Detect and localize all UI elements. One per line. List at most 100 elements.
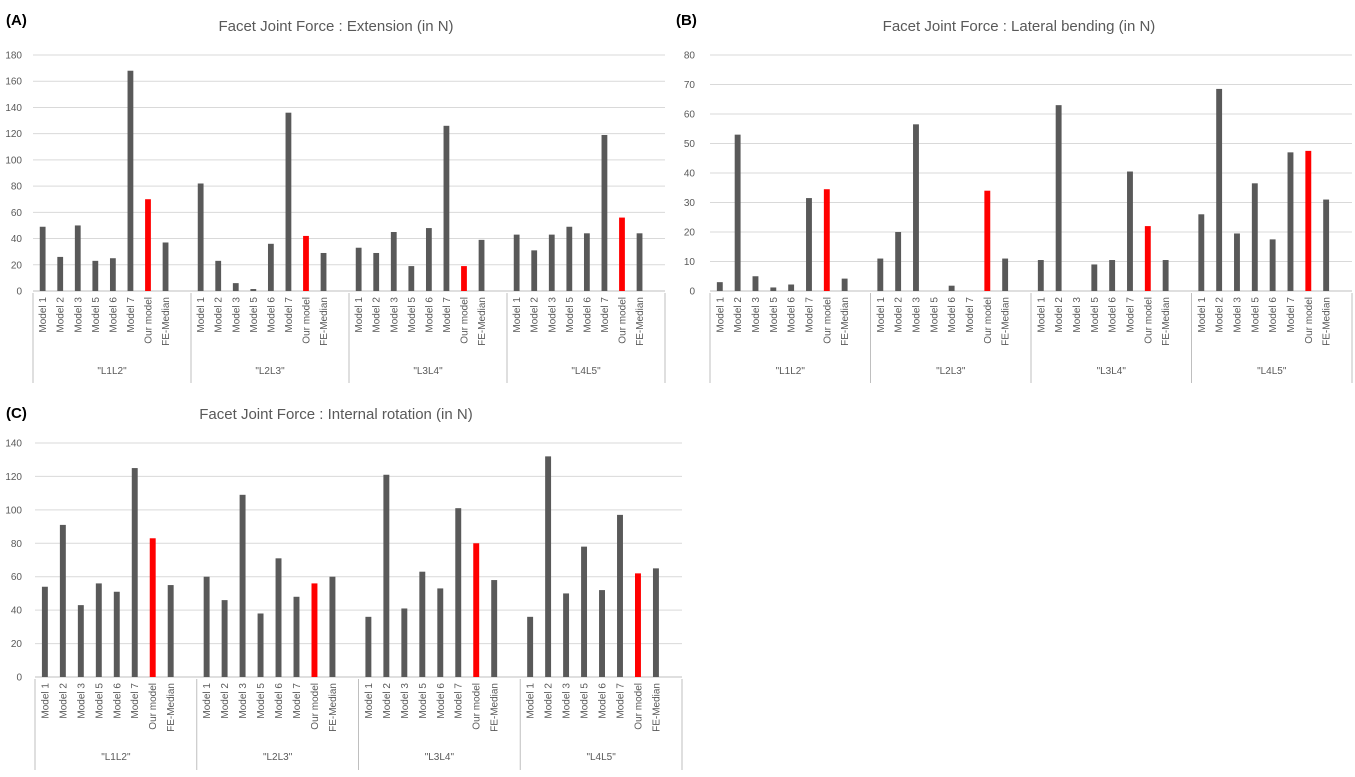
bar-a-l4l5-fe-median xyxy=(636,233,643,291)
panel-b: (B) Facet Joint Force : Lateral bending … xyxy=(676,12,1353,383)
group-label-a-l1l2: "L1L2" xyxy=(97,366,127,377)
bar-a-l3l4-fe-median xyxy=(478,239,485,291)
panel-c: (C) Facet Joint Force : Internal rotatio… xyxy=(5,405,683,770)
category-label-a-l3l4-model-5: Model 5 xyxy=(407,297,418,333)
category-label-c-l3l4-model-1: Model 1 xyxy=(364,683,375,719)
gridlines-a xyxy=(33,54,665,266)
group-label-c-l3l4: "L3L4" xyxy=(425,752,455,763)
bar-c-l4l5-model-5 xyxy=(581,546,588,677)
bar-c-l1l2-fe-median xyxy=(167,585,174,677)
y-tick-label-b-80: 80 xyxy=(684,51,696,62)
bar-c-l4l5-model-3 xyxy=(563,593,570,677)
category-label-a-l2l3-model-7: Model 7 xyxy=(284,297,295,333)
bar-c-l3l4-fe-median xyxy=(491,580,498,677)
group-label-b-l4l5: "L4L5" xyxy=(1257,366,1287,377)
category-label-c-l4l5-our-model: Our model xyxy=(633,683,644,730)
category-label-b-l2l3-model-6: Model 6 xyxy=(947,297,958,333)
panel-letter-c: (C) xyxy=(6,405,27,422)
bar-b-l2l3-fe-median xyxy=(1002,258,1009,291)
group-label-a-l3l4: "L3L4" xyxy=(413,366,443,377)
gridlines-b xyxy=(710,54,1352,262)
category-label-b-l2l3-model-1: Model 1 xyxy=(876,297,887,333)
bar-c-l3l4-model-2 xyxy=(383,474,390,677)
bar-c-l4l5-model-6 xyxy=(599,590,605,677)
bars-b xyxy=(710,88,1352,292)
bar-b-l3l4-model-6 xyxy=(1109,260,1116,291)
category-label-b-l2l3-fe-median: FE-Median xyxy=(1001,297,1012,346)
category-label-b-l4l5-model-2: Model 2 xyxy=(1215,297,1226,333)
bar-b-l3l4-model-1 xyxy=(1037,260,1044,291)
bar-b-l4l5-our-model xyxy=(1305,150,1312,291)
y-tick-label-a-100: 100 xyxy=(5,155,22,166)
bar-a-l2l3-model-3 xyxy=(232,283,239,291)
category-label-c-l3l4-our-model: Our model xyxy=(472,683,483,730)
bar-b-l1l2-model-6 xyxy=(788,284,795,291)
group-label-b-l2l3: "L2L3" xyxy=(936,366,966,377)
gridlines-c xyxy=(35,442,682,645)
category-label-c-l1l2-model-7: Model 7 xyxy=(130,683,141,719)
category-label-a-l3l4-model-1: Model 1 xyxy=(354,297,365,333)
bar-c-l3l4-model-7 xyxy=(455,508,462,677)
bar-c-l2l3-model-2 xyxy=(221,600,228,677)
category-label-b-l4l5-fe-median: FE-Median xyxy=(1322,297,1333,346)
category-label-c-l3l4-model-7: Model 7 xyxy=(454,683,465,719)
bar-c-l3l4-model-1 xyxy=(365,616,372,677)
category-label-c-l3l4-model-6: Model 6 xyxy=(436,683,447,719)
bar-c-l1l2-model-3 xyxy=(77,605,84,677)
bar-a-l4l5-model-1 xyxy=(513,234,520,291)
category-label-b-l3l4-model-6: Model 6 xyxy=(1108,297,1119,333)
y-tick-label-a-60: 60 xyxy=(11,208,23,219)
bar-b-l1l2-fe-median xyxy=(841,278,848,291)
category-label-c-l2l3-model-2: Model 2 xyxy=(220,683,231,719)
category-label-b-l3l4-our-model: Our model xyxy=(1143,297,1154,344)
y-tick-label-b-10: 10 xyxy=(684,257,696,268)
chart-title-c: Facet Joint Force : Internal rotation (i… xyxy=(199,406,472,423)
category-label-b-l4l5-model-1: Model 1 xyxy=(1197,297,1208,333)
bar-b-l2l3-model-1 xyxy=(877,258,884,291)
category-label-a-l3l4-model-3: Model 3 xyxy=(389,297,400,333)
y-tick-label-c-40: 40 xyxy=(11,606,23,617)
bar-b-l2l3-model-6 xyxy=(948,285,955,291)
y-tick-label-a-0: 0 xyxy=(16,287,22,298)
category-label-a-l2l3-model-6: Model 6 xyxy=(266,297,277,333)
category-label-a-l2l3-fe-median: FE-Median xyxy=(319,297,330,346)
bar-a-l3l4-our-model xyxy=(461,266,467,291)
bar-b-l1l2-model-1 xyxy=(716,282,723,291)
category-label-c-l4l5-fe-median: FE-Median xyxy=(651,683,662,732)
panel-letter-b: (B) xyxy=(676,12,697,29)
bar-c-l2l3-model-3 xyxy=(239,494,246,677)
category-label-a-l2l3-model-2: Model 2 xyxy=(214,297,225,333)
category-label-a-l4l5-our-model: Our model xyxy=(617,297,628,344)
category-label-b-l4l5-model-5: Model 5 xyxy=(1250,297,1261,333)
category-label-b-l1l2-model-5: Model 5 xyxy=(769,297,780,333)
category-label-a-l4l5-fe-median: FE-Median xyxy=(635,297,646,346)
category-label-c-l2l3-model-1: Model 1 xyxy=(202,683,213,719)
category-label-c-l2l3-model-5: Model 5 xyxy=(256,683,267,719)
bar-b-l4l5-model-3 xyxy=(1234,233,1240,291)
bar-b-l1l2-our-model xyxy=(823,189,830,291)
bar-a-l2l3-model-6 xyxy=(267,243,274,291)
y-tick-label-a-20: 20 xyxy=(11,260,23,271)
bar-a-l3l4-model-7 xyxy=(443,125,450,291)
category-label-b-l2l3-model-5: Model 5 xyxy=(929,297,940,333)
category-label-c-l1l2-model-5: Model 5 xyxy=(94,683,105,719)
bars-a xyxy=(33,70,665,292)
y-tick-label-b-30: 30 xyxy=(684,198,696,209)
category-label-a-l1l2-model-3: Model 3 xyxy=(73,297,84,333)
y-tick-label-a-180: 180 xyxy=(5,51,22,62)
bar-a-l1l2-model-7 xyxy=(127,70,134,291)
category-label-a-l2l3-model-3: Model 3 xyxy=(231,297,242,333)
group-label-c-l2l3: "L2L3" xyxy=(263,752,293,763)
x-axis-b: Model 1 Model 2 Model 3 Model 5 Model 6 Model… xyxy=(709,293,1353,383)
y-tick-label-b-60: 60 xyxy=(684,110,696,121)
category-label-a-l4l5-model-5: Model 5 xyxy=(565,297,576,333)
category-label-c-l2l3-model-7: Model 7 xyxy=(292,683,303,719)
category-label-a-l1l2-model-6: Model 6 xyxy=(108,297,119,333)
bar-c-l4l5-our-model xyxy=(635,573,641,677)
bar-a-l1l2-model-5 xyxy=(92,260,99,291)
category-label-a-l1l2-model-1: Model 1 xyxy=(38,297,49,333)
bar-a-l4l5-model-2 xyxy=(531,250,538,291)
bar-a-l1l2-model-6 xyxy=(109,258,116,291)
group-label-c-l4l5: "L4L5" xyxy=(586,752,616,763)
bar-c-l1l2-our-model xyxy=(149,538,156,677)
